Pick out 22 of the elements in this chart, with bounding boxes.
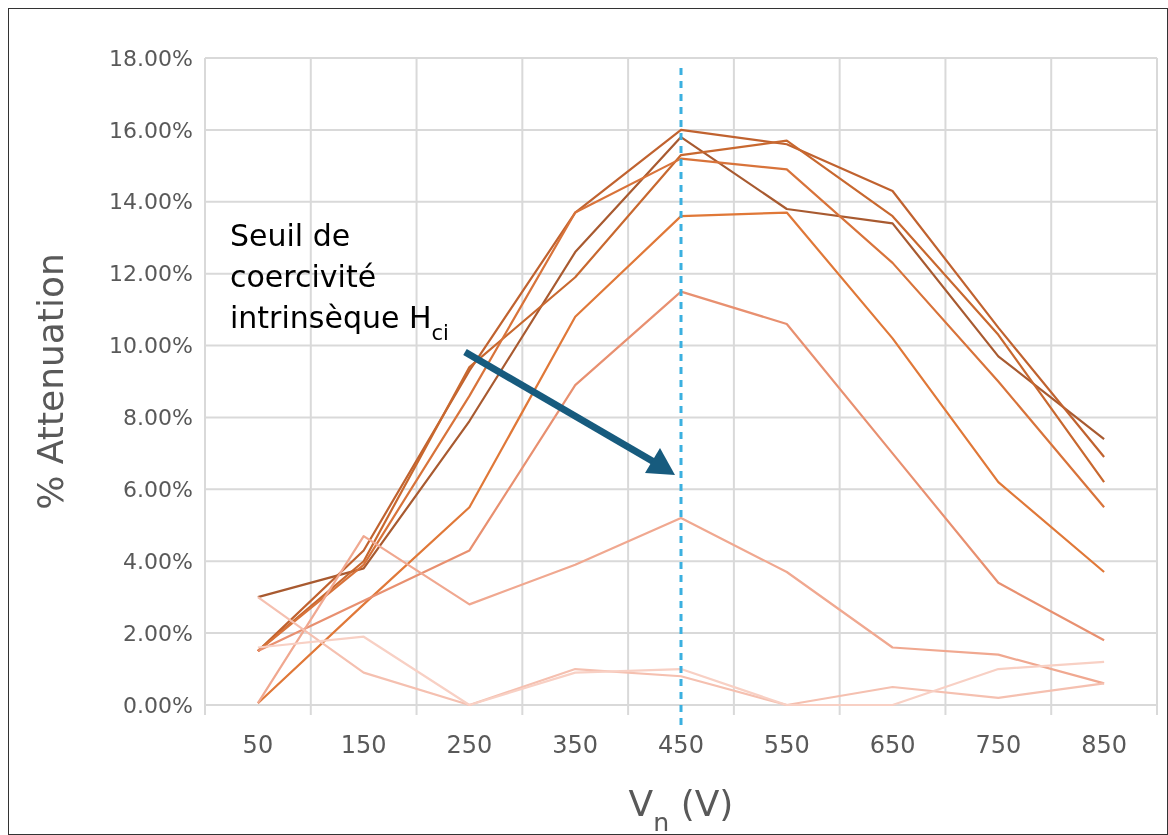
x-tick-label: 550 [763,731,810,759]
x-axis-title: V$_{n}$ (V) [628,783,734,835]
y-tick-label: 12.00% [109,261,193,287]
y-tick-label: 18.00% [109,45,193,71]
y-tick-label: 6.00% [123,477,193,503]
y-tick-label: 2.00% [123,620,193,646]
x-tick-label: 650 [869,731,916,759]
y-axis-title: % Attenuation [30,253,71,510]
y-tick-label: 0.00% [123,692,193,718]
x-tick-label: 750 [975,731,1022,759]
x-tick-label: 50 [242,731,274,759]
y-tick-label: 10.00% [109,333,193,359]
annotation: Seuil de coercivité intrinsèque H$_{ci}$ [230,218,449,345]
x-tick-label: 850 [1081,731,1128,759]
y-tick-label: 16.00% [109,117,193,143]
x-tick-label: 150 [340,731,387,759]
y-tick-label: 4.00% [123,548,193,574]
x-tick-label: 250 [446,731,493,759]
x-tick-label: 450 [658,731,704,759]
y-tick-label: 8.00% [123,405,193,431]
x-tick-label: 350 [552,731,599,759]
y-tick-label: 14.00% [109,189,193,215]
